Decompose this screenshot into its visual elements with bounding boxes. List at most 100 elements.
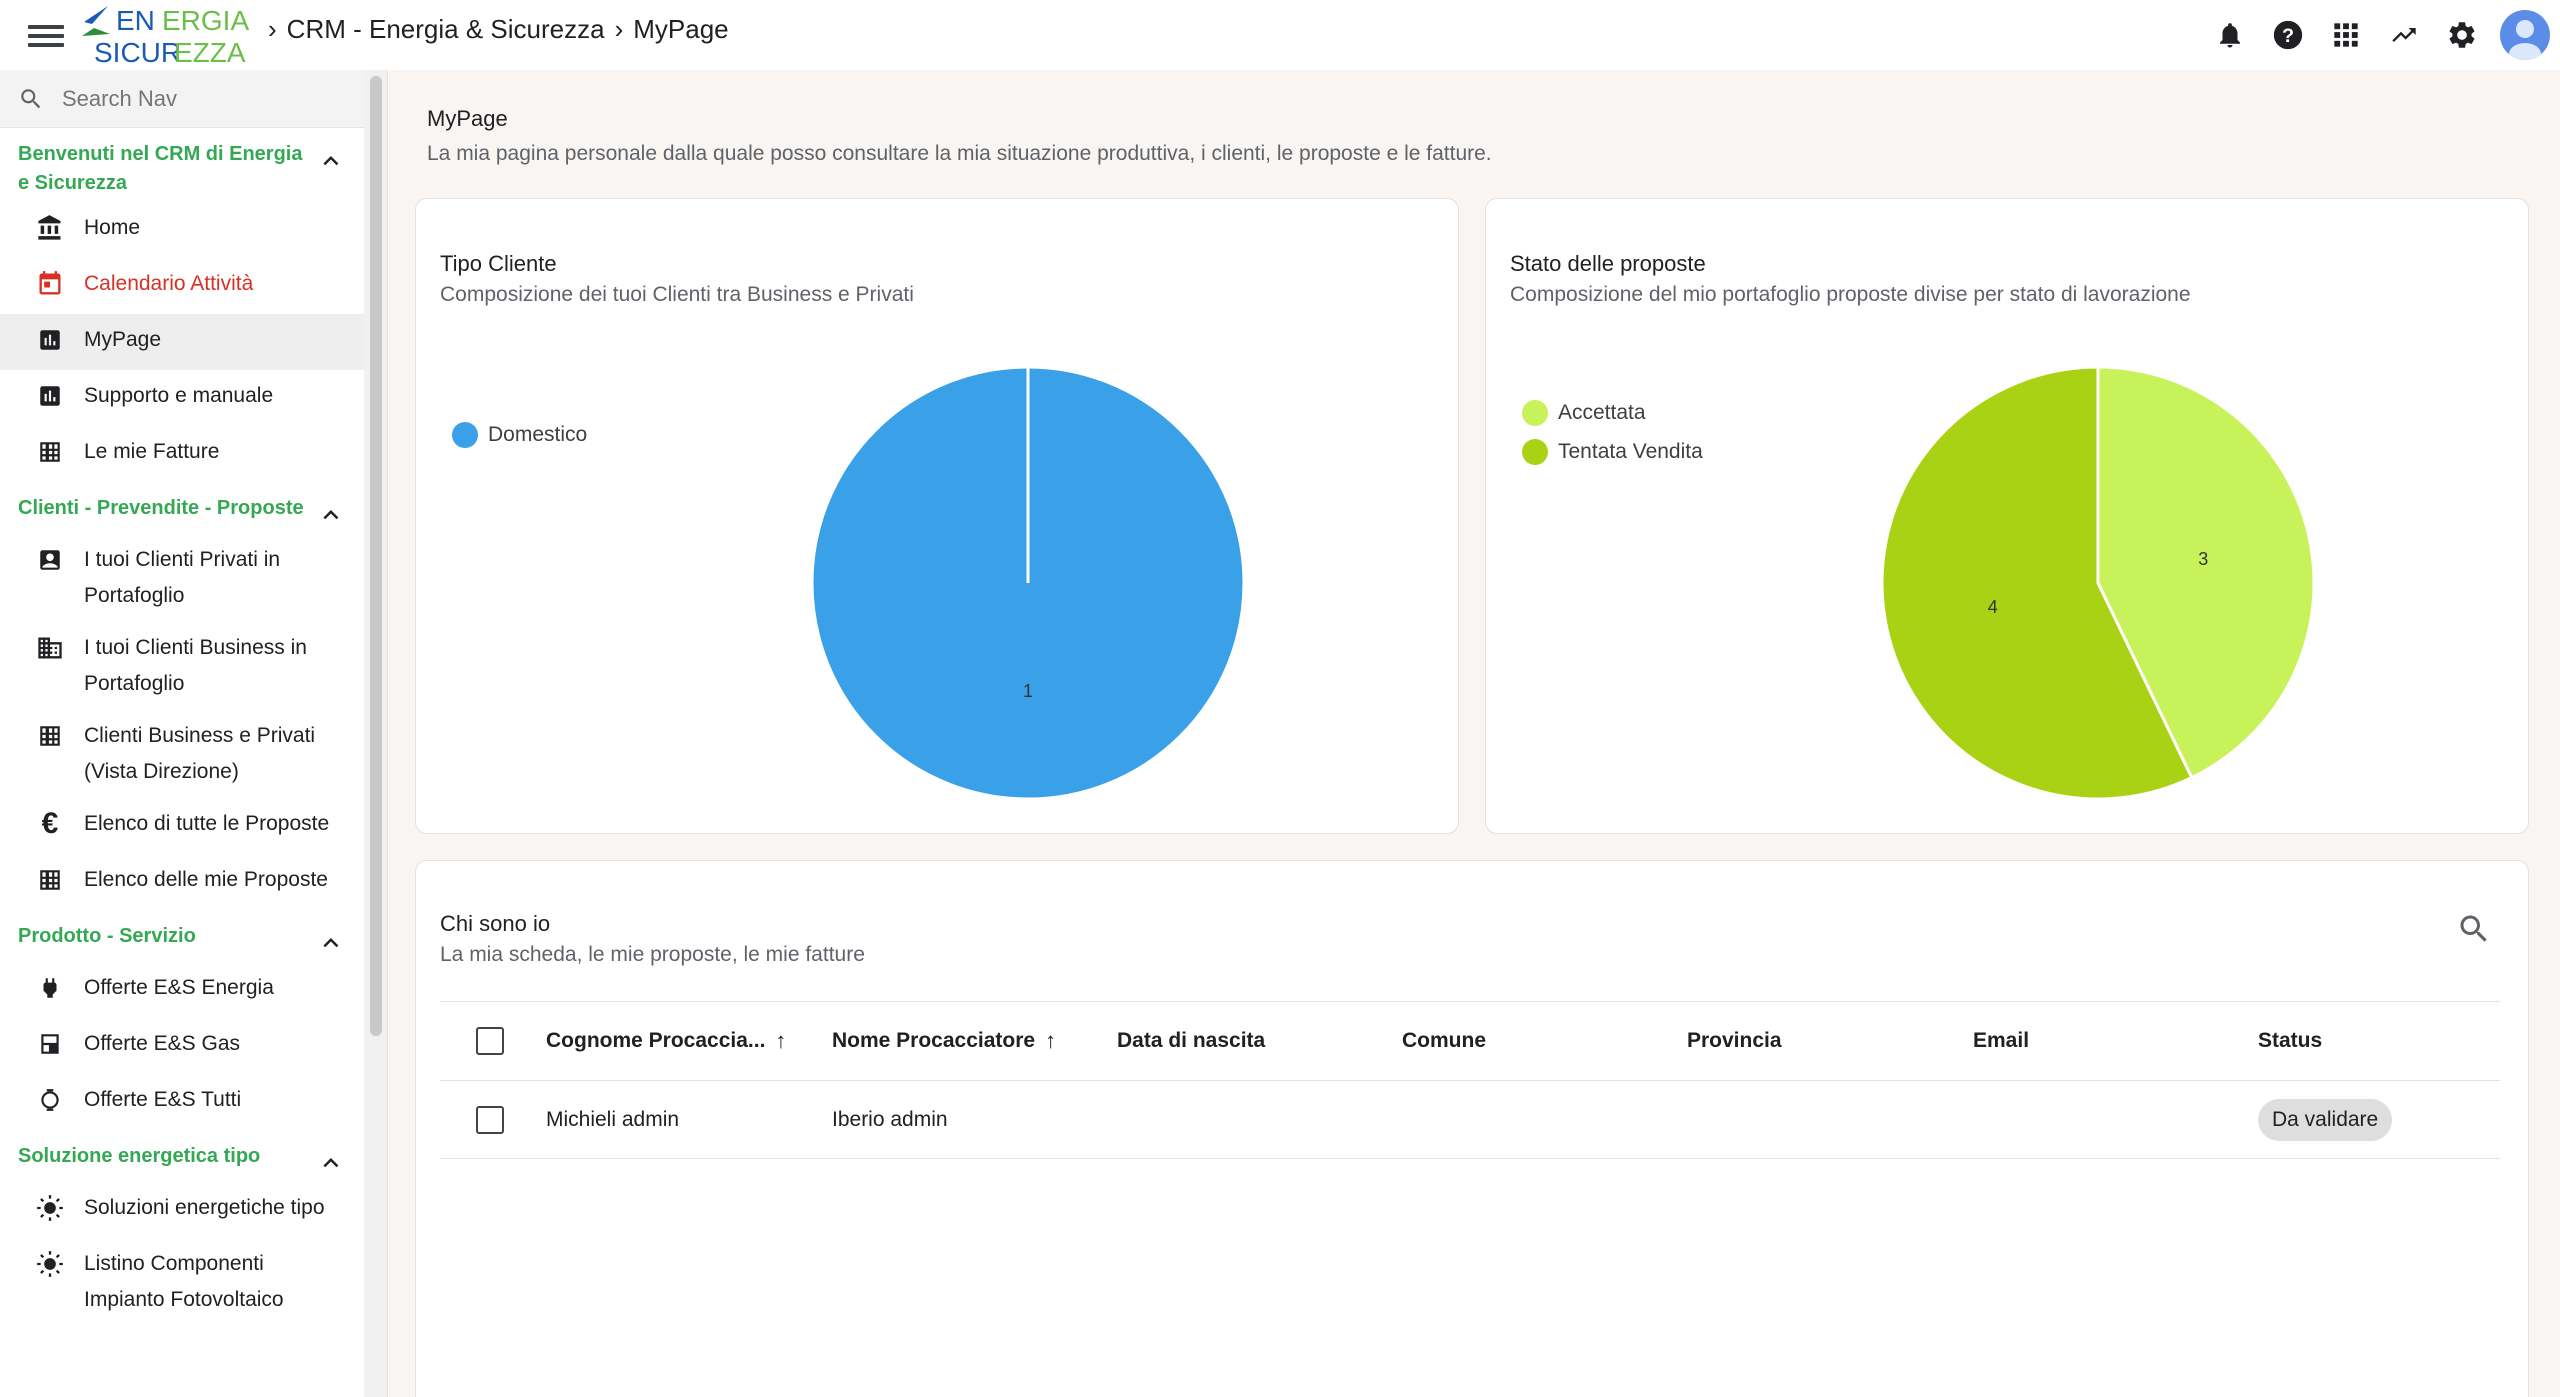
sidebar-scrollbar[interactable] <box>364 70 388 1397</box>
bar-chart-icon <box>34 324 66 356</box>
sidebar-item-calendario[interactable]: Calendario Attività <box>0 258 364 314</box>
sidebar-item-supporto[interactable]: Supporto e manuale <box>0 370 364 426</box>
sidebar-item-fatture[interactable]: Le mie Fatture <box>0 426 364 482</box>
user-avatar[interactable] <box>2500 10 2550 60</box>
sidebar-item-label: Calendario Attività <box>84 272 254 295</box>
sidebar-item-mypage[interactable]: MyPage <box>0 314 364 370</box>
euro-icon: € <box>41 807 59 840</box>
search-icon[interactable] <box>2456 911 2492 947</box>
sidebar-item-offerte-gas[interactable]: Offerte E&S Gas <box>0 1018 364 1074</box>
sidebar-item-offerte-tutti[interactable]: Offerte E&S Tutti <box>0 1074 364 1130</box>
scrollbar-thumb[interactable] <box>370 76 382 1036</box>
group-clienti[interactable]: Clienti - Prevendite - Proposte <box>0 482 364 534</box>
chevron-up-icon[interactable] <box>316 500 346 530</box>
trending-up-icon[interactable] <box>2384 15 2424 55</box>
select-all-checkbox[interactable] <box>476 1027 504 1055</box>
table-row[interactable]: Michieli admin Iberio admin Da validare <box>440 1080 2500 1159</box>
sidebar-item-label: Clienti Business e Privati (Vista Direzi… <box>84 724 316 783</box>
company-logo[interactable]: EN ERGIA SICUR EZZA <box>80 0 250 68</box>
legend-item[interactable]: Tentata Vendita <box>1522 432 1703 471</box>
sidebar-item-label: Elenco di tutte le Proposte <box>84 812 330 835</box>
sidebar-item-label: Home <box>84 216 141 239</box>
row-checkbox[interactable] <box>476 1105 504 1134</box>
group-title: Benvenuti nel CRM di Energia e Sicurezza <box>18 143 303 194</box>
sidebar-item-listino[interactable]: Listino Componenti Impianto Fotovoltaico <box>0 1238 364 1326</box>
pie-chart-stato-proposte[interactable]: 34 <box>1868 353 2328 813</box>
table-grid-icon <box>34 436 66 468</box>
pie-slice-accettata[interactable] <box>2096 365 2316 780</box>
card-subtitle: La mia scheda, le mie proposte, le mie f… <box>440 943 865 966</box>
card-tipo-cliente: Tipo Cliente Composizione dei tuoi Clien… <box>415 198 1459 834</box>
legend-label: Domestico <box>488 422 588 446</box>
sidebar-item-tutte-proposte[interactable]: € Elenco di tutte le Proposte <box>0 798 364 854</box>
cell-status: Da validare <box>2258 1098 2498 1141</box>
legend-label: Tentata Vendita <box>1558 439 1703 463</box>
group-soluzione[interactable]: Soluzione energetica tipo <box>0 1130 364 1182</box>
card-subtitle: Composizione del mio portafoglio propost… <box>1510 283 2191 306</box>
column-header-comune[interactable]: Comune <box>1402 1029 1486 1052</box>
legend-swatch <box>452 421 478 448</box>
sidebar-item-label: I tuoi Clienti Business in Portafoglio <box>84 636 307 695</box>
watch-icon <box>34 1084 66 1116</box>
column-header-status[interactable]: Status <box>2258 1029 2323 1052</box>
chevron-right-icon: › <box>614 14 624 44</box>
gear-icon[interactable] <box>2442 15 2482 55</box>
column-header-provincia[interactable]: Provincia <box>1687 1029 1782 1052</box>
chevron-up-icon[interactable] <box>316 928 346 958</box>
sidebar-item-label: MyPage <box>84 328 162 351</box>
bell-icon[interactable] <box>2210 15 2250 55</box>
logo-text-1: EN <box>116 5 155 36</box>
bar-chart-icon <box>34 380 66 412</box>
help-icon[interactable]: ? <box>2268 15 2308 55</box>
page-header: MyPage La mia pagina personale dalla qua… <box>427 106 1492 166</box>
sidebar-item-soluzioni-tipo[interactable]: Soluzioni energetiche tipo <box>0 1182 364 1238</box>
breadcrumb-page[interactable]: MyPage <box>633 14 729 44</box>
menu-icon[interactable] <box>28 20 64 50</box>
column-header-nome[interactable]: Nome Procacciatore ↑ <box>832 1028 1117 1054</box>
table-grid-icon <box>34 720 66 752</box>
cell-cognome: Michieli admin <box>546 1107 680 1131</box>
pie-chart-tipo-cliente[interactable]: 1 <box>798 353 1258 813</box>
breadcrumb-app[interactable]: CRM - Energia & Sicurezza <box>286 14 605 44</box>
sidebar-item-clienti-privati[interactable]: I tuoi Clienti Privati in Portafoglio <box>0 534 364 622</box>
chevron-right-icon: › <box>268 14 277 44</box>
bank-icon <box>34 212 66 244</box>
sidebar-nav: Benvenuti nel CRM di Energia e Sicurezza… <box>0 70 364 1397</box>
sidebar-item-label: Supporto e manuale <box>84 384 274 407</box>
svg-text:?: ? <box>2282 25 2294 47</box>
top-bar: EN ERGIA SICUR EZZA › CRM - Energia & Si… <box>0 0 2560 70</box>
column-header-data-nascita[interactable]: Data di nascita <box>1117 1029 1266 1052</box>
sidebar-item-offerte-energia[interactable]: Offerte E&S Energia <box>0 962 364 1018</box>
column-header-cognome[interactable]: Cognome Procaccia... ↑ <box>546 1028 832 1054</box>
search-nav-input[interactable] <box>62 85 342 112</box>
sidebar-item-label: Listino Componenti Impianto Fotovoltaico <box>84 1252 284 1311</box>
card-subtitle: Composizione dei tuoi Clienti tra Busine… <box>440 283 914 306</box>
sidebar-item-vista-direzione[interactable]: Clienti Business e Privati (Vista Direzi… <box>0 710 364 798</box>
search-icon <box>21 88 41 108</box>
chevron-up-icon[interactable] <box>316 146 346 176</box>
group-title: Prodotto - Servizio <box>18 925 196 947</box>
chevron-up-icon[interactable] <box>316 1148 346 1178</box>
contact-card-icon <box>34 544 66 576</box>
column-header-label: Cognome Procaccia... <box>546 1029 766 1052</box>
pie-slice-tentata-vendita[interactable] <box>1880 365 2194 801</box>
legend-item[interactable]: Accettata <box>1522 393 1703 432</box>
column-header-label: Nome Procacciatore <box>832 1029 1036 1052</box>
page-title: MyPage <box>427 106 508 131</box>
pie-value-label: 1 <box>1023 681 1033 701</box>
gas-meter-icon <box>34 1028 66 1060</box>
column-header-email[interactable]: Email <box>1973 1029 2030 1052</box>
sidebar-item-label: I tuoi Clienti Privati in Portafoglio <box>84 548 281 607</box>
group-prodotto[interactable]: Prodotto - Servizio <box>0 910 364 962</box>
sidebar-item-mie-proposte[interactable]: Elenco delle mie Proposte <box>0 854 364 910</box>
group-benvenuti[interactable]: Benvenuti nel CRM di Energia e Sicurezza <box>0 128 364 202</box>
legend-item[interactable]: Domestico <box>452 415 587 454</box>
sidebar-item-label: Soluzioni energetiche tipo <box>84 1196 325 1219</box>
main-content: MyPage La mia pagina personale dalla qua… <box>389 70 2560 1397</box>
sidebar-item-label: Elenco delle mie Proposte <box>84 868 328 891</box>
group-title: Soluzione energetica tipo <box>18 1145 261 1167</box>
sidebar-item-clienti-business[interactable]: I tuoi Clienti Business in Portafoglio <box>0 622 364 710</box>
card-title: Stato delle proposte <box>1510 251 1706 276</box>
apps-grid-icon[interactable] <box>2326 15 2366 55</box>
sidebar-item-home[interactable]: Home <box>0 202 364 258</box>
